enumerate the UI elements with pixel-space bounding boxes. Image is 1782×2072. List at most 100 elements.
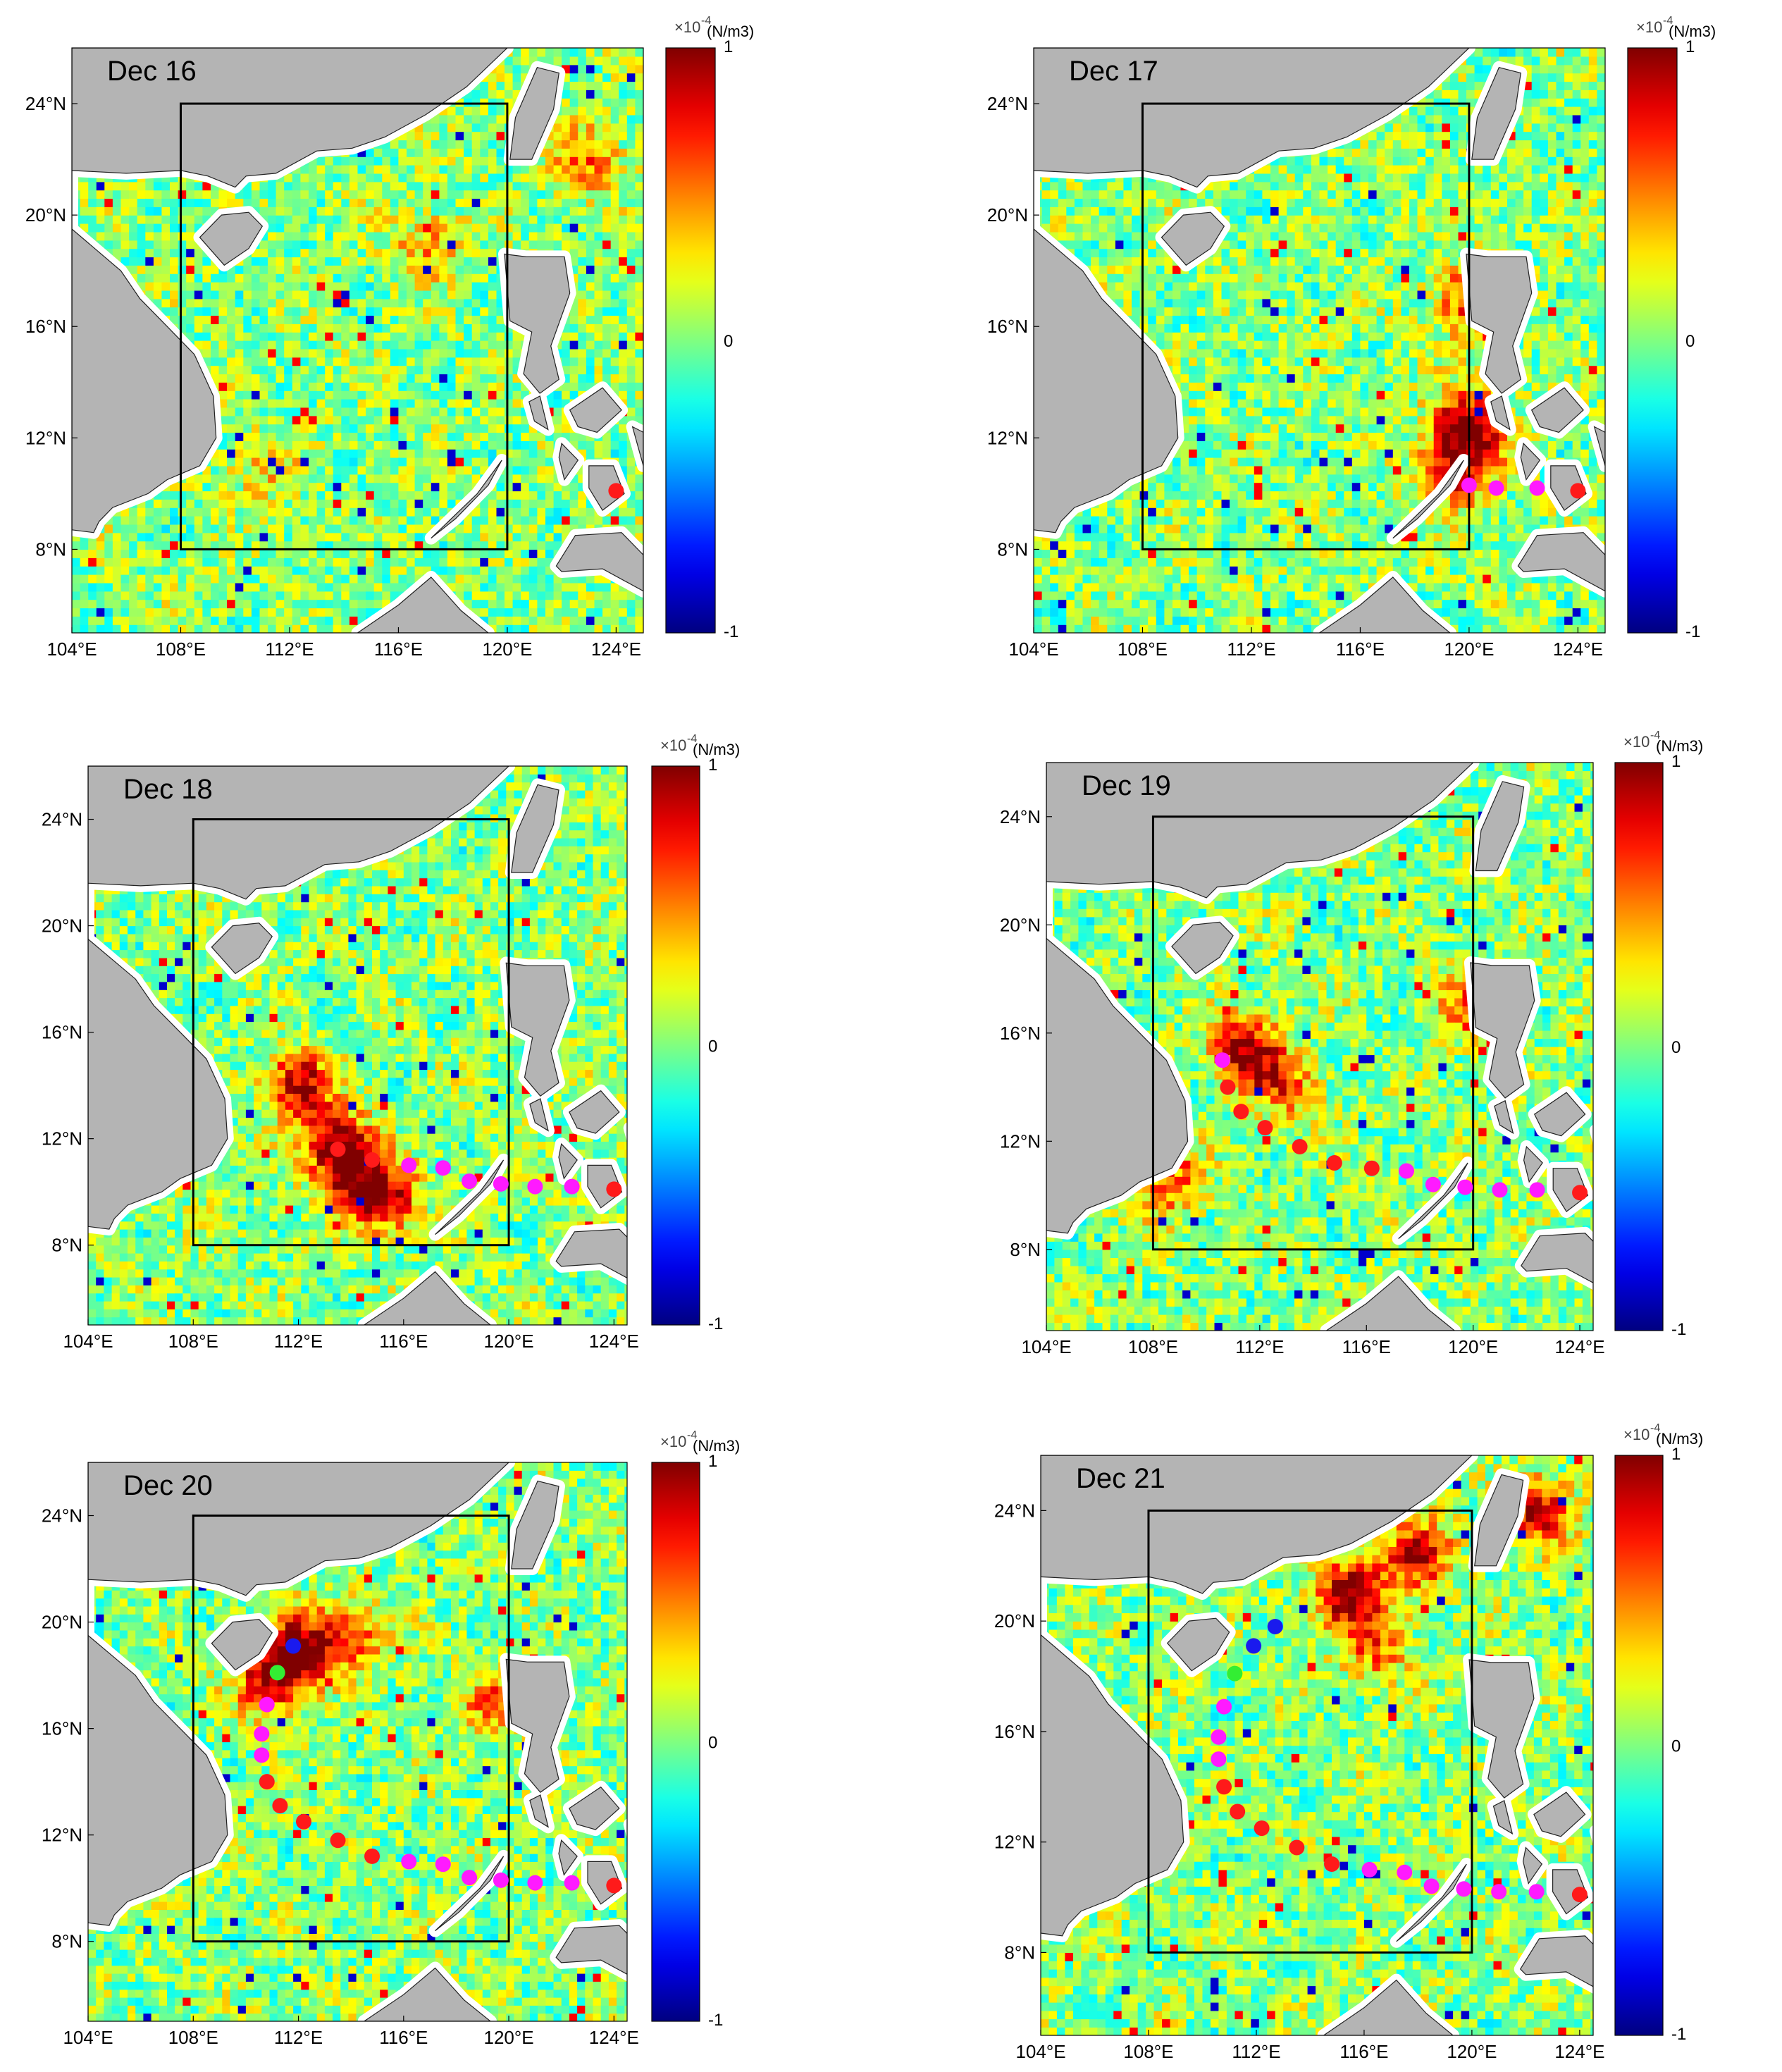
x-tick-label: 104°E — [63, 1331, 113, 1352]
colorbar-max-label: 1 — [1671, 752, 1681, 771]
y-tick-label: 24°N — [42, 1505, 82, 1527]
colorbar-exponent-power: -4 — [1663, 15, 1673, 27]
y-tick-label: 16°N — [1000, 1023, 1041, 1044]
track-point — [564, 1875, 580, 1891]
colorbar — [665, 47, 716, 634]
track-point — [254, 1726, 270, 1742]
colorbar-exponent-power: -4 — [701, 15, 711, 27]
track-point — [1491, 1884, 1507, 1900]
land-mass — [1323, 1979, 1454, 2035]
colorbar-max-label: 1 — [1685, 37, 1695, 56]
track-point — [1399, 1163, 1415, 1179]
x-tick-label: 120°E — [1447, 2041, 1497, 2062]
land-mass — [1596, 1831, 1607, 1870]
track-point — [527, 1875, 543, 1891]
track-point — [259, 1696, 275, 1713]
track-point — [1529, 480, 1545, 496]
track-point — [1571, 1887, 1588, 1903]
x-tick-label: 104°E — [1008, 639, 1058, 660]
land-mass — [1596, 1130, 1607, 1168]
y-tick-label: 24°N — [42, 809, 82, 830]
panel-title: Dec 19 — [1082, 770, 1171, 801]
colorbar — [651, 1462, 700, 2022]
x-tick-label: 124°E — [591, 639, 641, 660]
x-tick-label: 112°E — [265, 639, 314, 660]
heatmap-field — [1041, 1455, 1607, 2035]
land-mass — [363, 1271, 491, 1325]
land-mass — [1490, 395, 1511, 431]
x-tick-label: 104°E — [63, 2027, 113, 2048]
x-tick-label: 116°E — [1339, 2041, 1388, 2062]
y-tick-label: 12°N — [1000, 1130, 1041, 1152]
land-mass — [558, 1839, 578, 1876]
track-point — [1211, 1729, 1227, 1745]
land-mass — [1552, 1168, 1589, 1212]
colorbar-mid-label: 0 — [708, 1037, 717, 1056]
y-tick-label: 20°N — [42, 915, 82, 937]
track-point — [1423, 1878, 1440, 1894]
track-point — [1267, 1618, 1283, 1634]
y-tick-label: 20°N — [25, 204, 66, 226]
land-mass — [1517, 532, 1605, 592]
land-mass — [1519, 1935, 1593, 1987]
x-tick-label: 104°E — [1021, 1336, 1071, 1357]
track-point — [1492, 1182, 1508, 1198]
axes-frame — [87, 1462, 628, 2022]
colorbar-unit: (N/m3) — [707, 23, 754, 40]
colorbar-mid-label: 0 — [1671, 1038, 1681, 1057]
land-mass — [1533, 1792, 1586, 1837]
y-tick-label: 24°N — [987, 93, 1028, 114]
colorbar-exponent-power: -4 — [687, 1429, 697, 1441]
track-point — [1529, 1182, 1545, 1198]
x-tick-label: 116°E — [379, 2027, 428, 2048]
track-point — [330, 1141, 346, 1157]
x-tick-label: 120°E — [1448, 1336, 1498, 1357]
y-tick-label: 20°N — [987, 204, 1028, 226]
x-tick-label: 112°E — [1227, 639, 1275, 660]
track-point — [1456, 1881, 1472, 1897]
land-mass — [1161, 211, 1225, 266]
colorbar-min-label: -1 — [1671, 1320, 1686, 1339]
colorbar-unit: (N/m3) — [1669, 23, 1716, 40]
track-point — [1572, 1185, 1588, 1201]
land-mass — [511, 1480, 559, 1570]
track-point — [296, 1813, 311, 1830]
track-point — [1214, 1052, 1230, 1068]
colorbar-min-label: -1 — [708, 2011, 723, 2030]
y-tick-label: 16°N — [25, 316, 66, 337]
land-mass — [588, 465, 625, 511]
land-mass — [630, 1825, 641, 1862]
track-point — [259, 1774, 275, 1790]
land-mass — [569, 387, 622, 433]
land-mass — [1398, 1162, 1468, 1239]
land-fringe — [1589, 1124, 1593, 1145]
land-mass — [199, 211, 264, 266]
colorbar-exponent-power: -4 — [1650, 1422, 1660, 1434]
x-tick-label: 108°E — [1128, 1336, 1178, 1357]
colorbar-mid-label: 0 — [1671, 1737, 1681, 1756]
x-tick-label: 108°E — [168, 2027, 218, 2048]
axes-frame — [1040, 1455, 1594, 2036]
axes-frame — [87, 765, 628, 1326]
land-mass — [1521, 1233, 1593, 1283]
land-mass — [587, 1861, 623, 1905]
y-tick-label: 8°N — [997, 538, 1028, 560]
analysis-box — [192, 1515, 510, 1943]
track-point — [608, 483, 624, 499]
track-point — [1230, 1803, 1246, 1820]
x-tick-label: 104°E — [1015, 2041, 1065, 2062]
analysis-box — [1147, 1509, 1473, 1954]
track-point — [462, 1870, 478, 1886]
track-point — [493, 1176, 509, 1192]
land-mass — [211, 1619, 273, 1671]
panel-title: Dec 21 — [1076, 1463, 1165, 1494]
x-tick-label: 108°E — [1123, 2041, 1173, 2062]
y-tick-label: 24°N — [1000, 806, 1041, 827]
y-tick-label: 12°N — [25, 427, 66, 448]
land-mass — [504, 253, 571, 394]
land-mass — [587, 1164, 623, 1209]
land-mass — [1494, 1099, 1514, 1135]
land-mass — [1468, 1659, 1535, 1799]
track-point — [269, 1665, 285, 1681]
land-mass — [1550, 465, 1587, 511]
